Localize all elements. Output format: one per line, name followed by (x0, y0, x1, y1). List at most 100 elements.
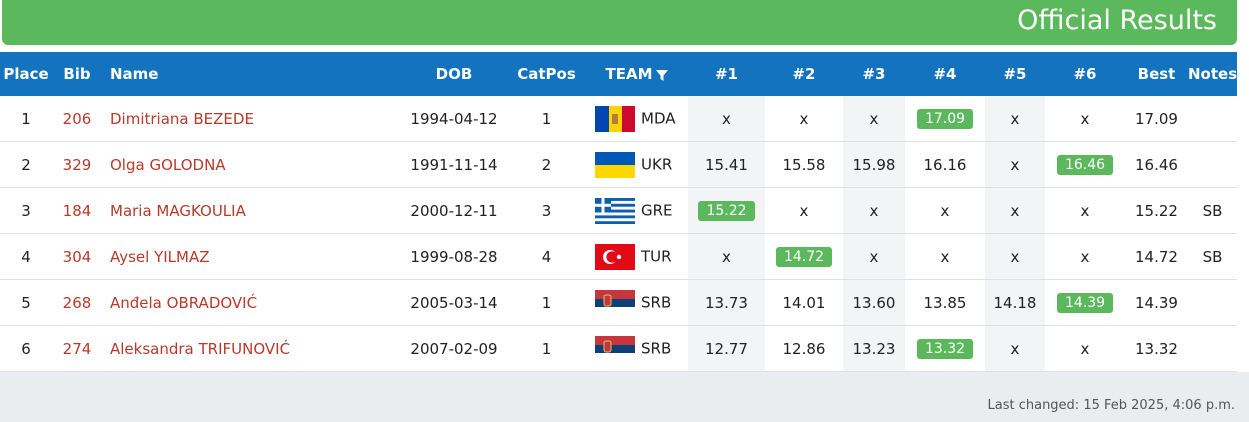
cell: 1999-08-28 (400, 233, 508, 280)
bib-link[interactable]: 304 (62, 247, 92, 266)
cell: 3 (508, 187, 585, 234)
column-header: #5 (985, 52, 1045, 96)
column-header: #6 (1045, 52, 1125, 96)
cell: 13.60 (843, 279, 905, 326)
bib-link[interactable]: 268 (62, 293, 92, 312)
cell-text: x (940, 247, 950, 266)
cell: UKR (585, 141, 688, 188)
cell: SB (1188, 187, 1237, 234)
flag (585, 105, 641, 132)
column-header: #1 (688, 52, 765, 96)
cell-text: 14.01 (782, 293, 826, 312)
bib-link[interactable]: 206 (62, 109, 92, 128)
column-header: TEAM (585, 52, 688, 96)
cell: Olga GOLODNA (102, 141, 400, 188)
column-label: #3 (862, 65, 886, 83)
cell (1188, 141, 1237, 188)
cell-text: x (1080, 201, 1090, 220)
cell: SRB (585, 279, 688, 326)
cell: 14.39 (1125, 279, 1188, 326)
column-label: #5 (1003, 65, 1027, 83)
cell: x (765, 187, 843, 234)
cell-text: 6 (21, 339, 31, 358)
cell: x (688, 96, 765, 142)
result-row: 3 184 Maria MAGKOULIA 2000-12-11 3 GRE 15.22 x x… (0, 187, 1237, 234)
cell-text: x (722, 247, 731, 266)
cell: 329 (52, 141, 102, 188)
cell-text: 1 (541, 109, 552, 128)
bib-link[interactable]: 184 (62, 201, 92, 220)
cell: SB (1188, 233, 1237, 280)
cell-text: 4 (21, 247, 31, 266)
flag (585, 243, 641, 270)
cell: x (1045, 233, 1125, 280)
cell: 4 (508, 233, 585, 280)
flag (585, 197, 641, 224)
cell-text: x (869, 247, 879, 266)
cell-text: x (1010, 247, 1020, 266)
cell-text: 2007-02-09 (410, 339, 498, 358)
cell: 16.46 (1125, 141, 1188, 188)
athlete-link[interactable]: Aysel YILMAZ (110, 247, 210, 266)
cell: 14.39 (1045, 279, 1125, 326)
flag (585, 335, 641, 362)
cell-text: x (799, 109, 809, 128)
column-label: TEAM (605, 65, 653, 83)
cell: 2005-03-14 (400, 279, 508, 326)
column-header: Bib (52, 52, 102, 96)
best-attempt: 16.46 (1056, 154, 1114, 175)
cell-text: x (1080, 247, 1090, 266)
cell: x (688, 233, 765, 280)
cell-text: 12.77 (705, 339, 748, 358)
athlete-link[interactable]: Olga GOLODNA (110, 155, 226, 174)
cell-text: x (1080, 339, 1090, 358)
results-table: Place Bib Name DOB CatPos TEAM #1 #2 #3 #4 #5 #6 Bes… (0, 52, 1237, 372)
cell: 2000-12-11 (400, 187, 508, 234)
cell: 13.23 (843, 325, 905, 372)
title-bar: Official Results (2, 0, 1237, 45)
filter-icon[interactable] (653, 65, 668, 83)
athlete-link[interactable]: Dimitriana BEZEDE (110, 109, 254, 128)
cell: 274 (52, 325, 102, 372)
column-header: #3 (843, 52, 905, 96)
cell-text: 2000-12-11 (410, 201, 498, 220)
cell-text: SRB (641, 339, 672, 357)
cell: 2007-02-09 (400, 325, 508, 372)
athlete-link[interactable]: Anđela OBRADOVIĆ (110, 293, 258, 312)
cell (1188, 96, 1237, 142)
cell: Dimitriana BEZEDE (102, 96, 400, 142)
athlete-link[interactable]: Maria MAGKOULIA (110, 201, 246, 220)
cell-text: 2 (21, 155, 31, 174)
cell-text: SRB (641, 293, 672, 311)
athlete-link[interactable]: Aleksandra TRIFUNOVIĆ (110, 339, 291, 358)
cell-text: x (1010, 155, 1020, 174)
cell: 3 (0, 187, 52, 234)
cell: x (985, 187, 1045, 234)
column-label: Notes (1188, 65, 1238, 83)
cell-text: SB (1202, 247, 1223, 266)
cell: x (985, 325, 1045, 372)
cell: 304 (52, 233, 102, 280)
column-label: Bib (63, 65, 91, 83)
best-attempt: 17.09 (916, 108, 974, 129)
cell: 2 (0, 141, 52, 188)
bib-link[interactable]: 329 (62, 155, 92, 174)
cell: 184 (52, 187, 102, 234)
cell: 5 (0, 279, 52, 326)
cell: 13.32 (905, 325, 985, 372)
column-label: Name (110, 65, 159, 83)
bib-link[interactable]: 274 (62, 339, 92, 358)
cell-text: SB (1202, 201, 1223, 220)
cell-text: 1 (541, 293, 552, 312)
cell: 12.77 (688, 325, 765, 372)
cell-text: 3 (541, 201, 552, 220)
column-header: Name (102, 52, 400, 96)
header-row: Place Bib Name DOB CatPos TEAM #1 #2 #3 #4 #5 #6 Bes… (0, 52, 1237, 96)
cell: 1 (0, 96, 52, 142)
cell: 13.85 (905, 279, 985, 326)
cell-text: 16.46 (1135, 155, 1178, 174)
best-attempt: 15.22 (698, 200, 755, 221)
cell: 16.16 (905, 141, 985, 188)
cell-text: 3 (21, 201, 31, 220)
